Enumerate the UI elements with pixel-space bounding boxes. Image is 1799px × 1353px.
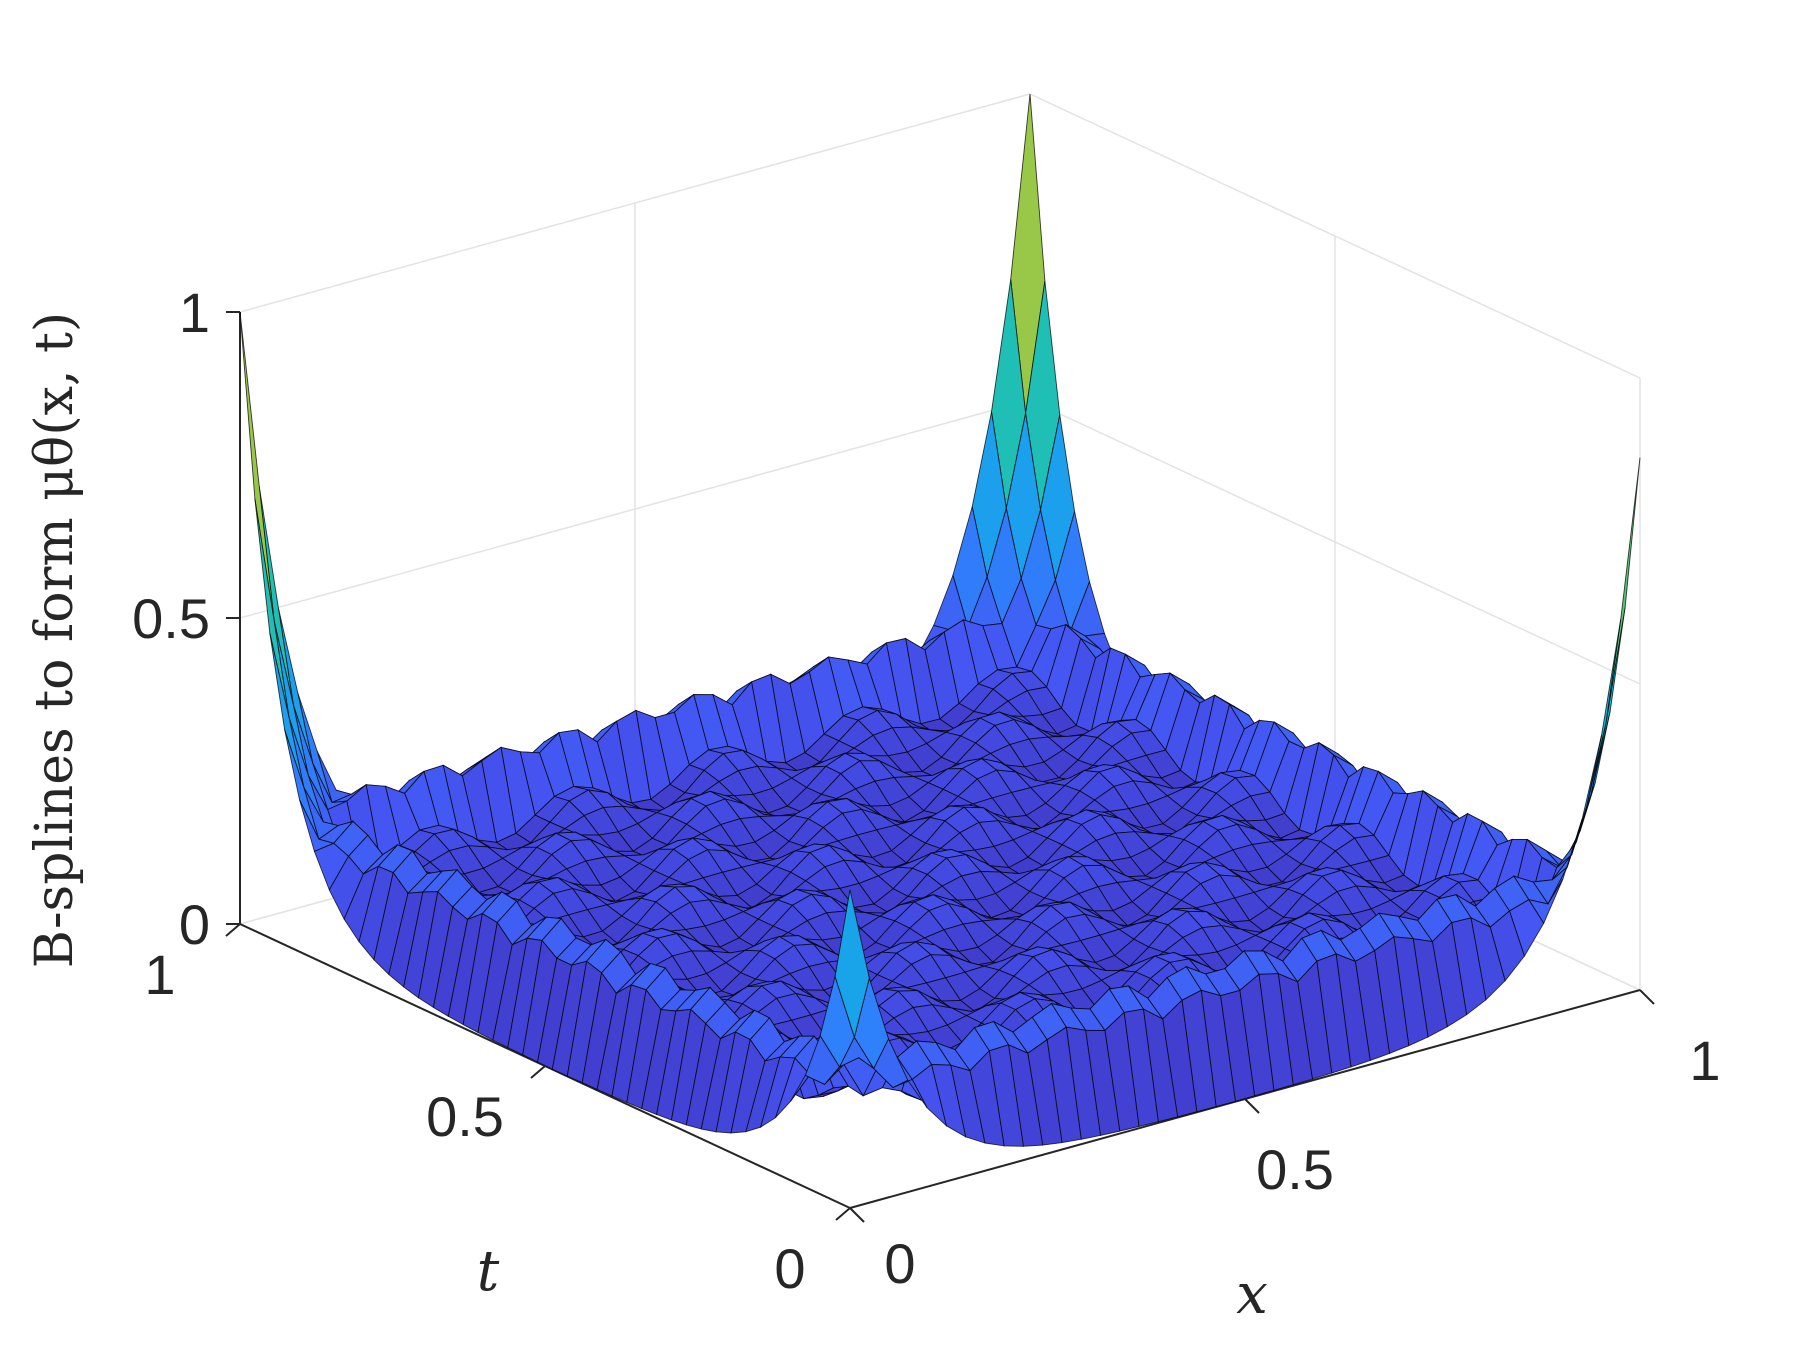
z-tick-label: 0.5: [132, 587, 210, 650]
grid-line-z-back: [239, 93, 1031, 313]
y-tick: [225, 923, 241, 937]
z-tick-label: 0: [179, 893, 210, 956]
x-tick-label: 1: [1689, 1029, 1720, 1092]
t-axis-label: t: [477, 1239, 500, 1304]
x-tick-label: 0: [884, 1232, 915, 1295]
x-tick: [849, 1207, 865, 1223]
grid-line-z-back: [239, 399, 1031, 619]
t-tick-label: 0: [774, 1237, 805, 1300]
t-tick-label: 0.5: [426, 1085, 504, 1148]
y-tick: [530, 1065, 546, 1079]
t-tick-label: 1: [144, 943, 175, 1006]
surface-patch: [834, 889, 870, 1039]
x-tick: [1244, 1098, 1260, 1114]
surface-patch: [239, 311, 275, 621]
grid-line-z-side: [1029, 399, 1641, 685]
axes-labels: x t B-splines to form μθ(x, t) 00.5100.5…: [25, 281, 1721, 1327]
z-axis-label: B-splines to form μθ(x, t): [25, 312, 85, 968]
x-tick: [1639, 989, 1655, 1005]
x-axis-label: x: [1236, 1262, 1268, 1327]
x-tick-label: 0.5: [1256, 1138, 1334, 1201]
z-tick-label: 1: [179, 281, 210, 344]
surface-patch: [254, 498, 290, 718]
grid-line-z-side: [1029, 93, 1641, 379]
surface-mesh: [239, 93, 1641, 1147]
y-tick: [835, 1207, 851, 1221]
